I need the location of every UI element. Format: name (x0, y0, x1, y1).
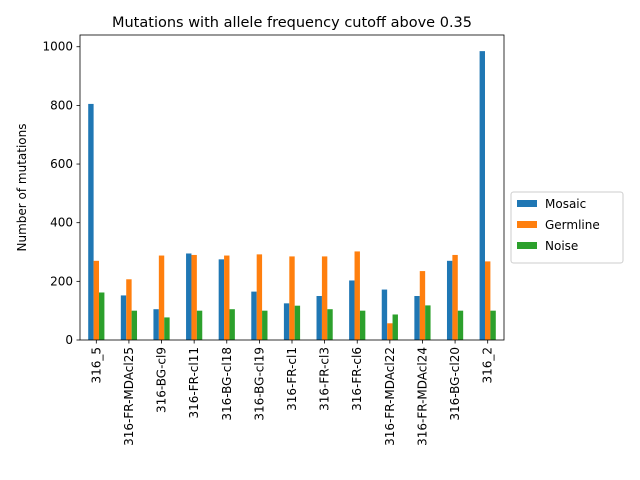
bar-germline-9 (387, 323, 393, 340)
bar-germline-7 (321, 256, 328, 340)
bar-mosaic-9 (381, 289, 388, 340)
bar-germline-10 (419, 271, 426, 340)
x-tick-label-2: 316-BG-cl9 (155, 347, 169, 413)
x-tick-label-4: 316-BG-cl18 (220, 347, 234, 421)
bar-noise-11 (457, 310, 464, 340)
chart-title: Mutations with allele frequency cutoff a… (112, 15, 472, 31)
x-tick-label-11: 316-BG-cl20 (448, 347, 462, 421)
bar-mosaic-7 (316, 296, 322, 340)
legend-swatch-noise (517, 242, 537, 249)
x-tick-label-5: 316-BG-cl19 (252, 347, 266, 421)
legend-swatch-mosaic (517, 200, 537, 207)
x-tick-label-8: 316-FR-cl6 (350, 347, 364, 411)
bar-noise-3 (196, 310, 203, 340)
bar-mosaic-10 (414, 296, 420, 340)
x-tick-label-12: 316_2 (481, 347, 495, 384)
bar-noise-0 (99, 292, 105, 340)
bar-noise-10 (425, 305, 431, 340)
legend: Mosaic Germline Noise (510, 191, 624, 264)
bar-noise-9 (392, 314, 398, 340)
x-tick-label-0: 316_5 (89, 347, 103, 384)
y-axis-title: Number of mutations (15, 124, 29, 252)
legend-label-germline: Germline (545, 218, 600, 232)
bar-mosaic-12 (479, 51, 485, 340)
bar-mosaic-2 (153, 309, 159, 340)
x-axis-ticks: 316_5 316-FR-MDAcl25 316-BG-cl9 316-FR-cl11… (89, 340, 495, 446)
plot-frame (79, 34, 505, 341)
bar-germline-6 (289, 256, 295, 340)
bar-noise-8 (359, 310, 366, 340)
bar-mosaic-11 (446, 260, 453, 340)
legend-box (510, 191, 624, 264)
bar-mosaic-5 (251, 291, 257, 340)
bar-noise-2 (164, 317, 170, 340)
bar-mosaic-6 (283, 303, 290, 340)
x-tick-label-9: 316-FR-MDAcl22 (383, 347, 397, 446)
legend-swatch-germline (517, 221, 537, 228)
bar-noise-7 (327, 309, 333, 340)
bar-noise-6 (294, 305, 301, 340)
bar-noise-4 (229, 309, 235, 340)
bar-germline-5 (256, 254, 263, 340)
y-tick-label-0: 0 (65, 333, 73, 347)
bar-germline-2 (158, 255, 165, 340)
x-tick-label-10: 316-FR-MDAcl24 (415, 347, 429, 446)
bar-mosaic-1 (120, 295, 127, 340)
bar-mosaic-0 (88, 103, 94, 340)
bar-mosaic-8 (349, 280, 355, 340)
bar-noise-12 (490, 310, 496, 340)
y-tick-label-4: 800 (50, 98, 73, 112)
y-axis-ticks: 0 200 400 600 800 1000 (42, 40, 80, 347)
legend-label-noise: Noise (545, 239, 578, 253)
bar-germline-11 (452, 254, 458, 340)
x-tick-label-1: 316-FR-MDAcl25 (122, 347, 136, 446)
y-tick-label-1: 200 (50, 274, 73, 288)
legend-label-mosaic: Mosaic (545, 197, 586, 211)
bar-noise-5 (262, 310, 268, 340)
x-tick-label-6: 316-FR-cl1 (285, 347, 299, 411)
bars-group (88, 51, 496, 340)
x-tick-label-7: 316-FR-cl3 (318, 347, 332, 411)
x-tick-label-3: 316-FR-cl11 (187, 347, 201, 419)
y-tick-label-5: 1000 (42, 40, 73, 54)
bar-germline-12 (484, 261, 491, 340)
bar-germline-4 (224, 255, 230, 340)
bar-germline-0 (93, 260, 100, 340)
bar-germline-8 (354, 251, 360, 340)
bar-mosaic-4 (218, 259, 225, 340)
y-tick-label-3: 600 (50, 157, 73, 171)
bar-germline-1 (126, 279, 132, 340)
bar-germline-3 (191, 254, 197, 340)
y-tick-label-2: 400 (50, 216, 73, 230)
bar-mosaic-3 (186, 253, 192, 340)
bar-noise-1 (131, 310, 138, 340)
